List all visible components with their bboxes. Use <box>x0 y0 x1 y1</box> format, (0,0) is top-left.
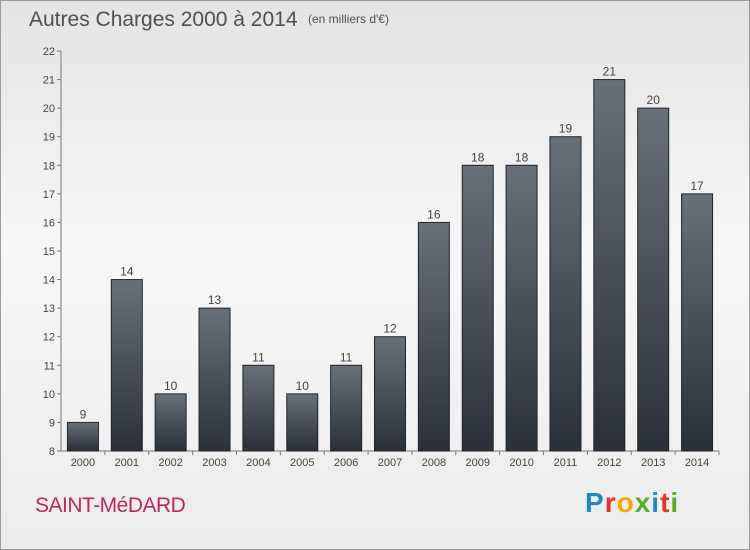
x-tick-label: 2003 <box>202 457 226 469</box>
y-tick-label: 15 <box>43 246 55 258</box>
x-tick-label: 2009 <box>465 457 489 469</box>
bar <box>154 393 187 452</box>
bar <box>637 107 670 452</box>
bar <box>286 393 319 452</box>
x-tick-label: 2000 <box>71 457 95 469</box>
x-tick-label: 2014 <box>685 457 709 469</box>
chart-unit: (en milliers d'€) <box>307 12 389 26</box>
logo-letter: i <box>651 487 661 518</box>
data-label: 20 <box>647 93 661 107</box>
data-label: 18 <box>471 150 485 164</box>
y-tick-label: 12 <box>43 332 55 344</box>
x-tick-label: 2006 <box>334 457 358 469</box>
logo-letter: P <box>585 487 605 518</box>
y-tick-label: 22 <box>43 46 55 58</box>
data-label: 14 <box>120 265 134 279</box>
y-tick-label: 10 <box>43 389 55 401</box>
labels: 9 14 10 13 11 10 11 12 16 18 18 19 21 20 17 <box>80 65 704 422</box>
data-label: 11 <box>340 350 353 364</box>
y-tick-label: 20 <box>43 103 55 115</box>
data-label: 17 <box>690 179 704 193</box>
commune-name: SAINT-MéDARD <box>35 494 186 517</box>
logo-letter: r <box>604 487 617 518</box>
y-tick-label: 11 <box>44 360 55 372</box>
chart-title-text: Autres Charges 2000 à 2014 <box>29 8 298 31</box>
x-tick-label: 2004 <box>246 457 270 469</box>
y-tick-label: 13 <box>43 303 55 315</box>
y-tick-label: 16 <box>43 217 55 229</box>
y-tick-label: 14 <box>43 275 55 287</box>
data-label: 9 <box>80 407 87 421</box>
bar <box>110 279 143 452</box>
bar <box>681 193 714 452</box>
logo-letter: x <box>634 487 652 518</box>
data-label: 10 <box>164 379 178 393</box>
y-tick-label: 17 <box>43 189 55 201</box>
data-label: 10 <box>296 379 310 393</box>
data-label: 21 <box>603 65 617 79</box>
chart-title: Autres Charges 2000 à 2014 (en milliers … <box>29 8 389 32</box>
bar <box>593 79 626 452</box>
bar <box>66 421 99 452</box>
data-label: 18 <box>515 150 529 164</box>
logo-letter: o <box>616 487 635 518</box>
y-tick-label: 9 <box>49 417 55 429</box>
bar <box>461 164 494 452</box>
x-tick-label: 2002 <box>158 457 182 469</box>
y-tick-label: 19 <box>43 132 55 144</box>
logo-letter: t <box>660 487 671 518</box>
data-label: 19 <box>559 122 573 136</box>
y-tick-label: 18 <box>43 160 55 172</box>
x-tick-label: 2007 <box>378 457 402 469</box>
x-tick-label: 2013 <box>641 457 665 469</box>
bar <box>417 221 450 452</box>
bar <box>549 136 582 452</box>
y-tick-label: 21 <box>43 75 55 87</box>
proxiti-logo: Proxiti <box>585 487 679 519</box>
y-tick-label: 8 <box>49 446 55 458</box>
x-tick-label: 2010 <box>509 457 533 469</box>
bar <box>242 364 275 452</box>
data-label: 11 <box>252 350 265 364</box>
data-label: 12 <box>383 322 397 336</box>
x-tick-label: 2005 <box>290 457 314 469</box>
bars <box>66 79 714 452</box>
bar <box>374 336 406 452</box>
x-tick-label: 2012 <box>597 457 621 469</box>
bar <box>505 164 538 452</box>
x-tick-label: 2008 <box>422 457 446 469</box>
bar <box>330 364 363 452</box>
x-tick-label: 2001 <box>115 457 139 469</box>
logo-letter: i <box>670 487 680 518</box>
bar <box>198 307 231 452</box>
data-label: 16 <box>427 207 441 221</box>
x-tick-label: 2011 <box>554 457 578 469</box>
data-label: 13 <box>208 293 222 307</box>
